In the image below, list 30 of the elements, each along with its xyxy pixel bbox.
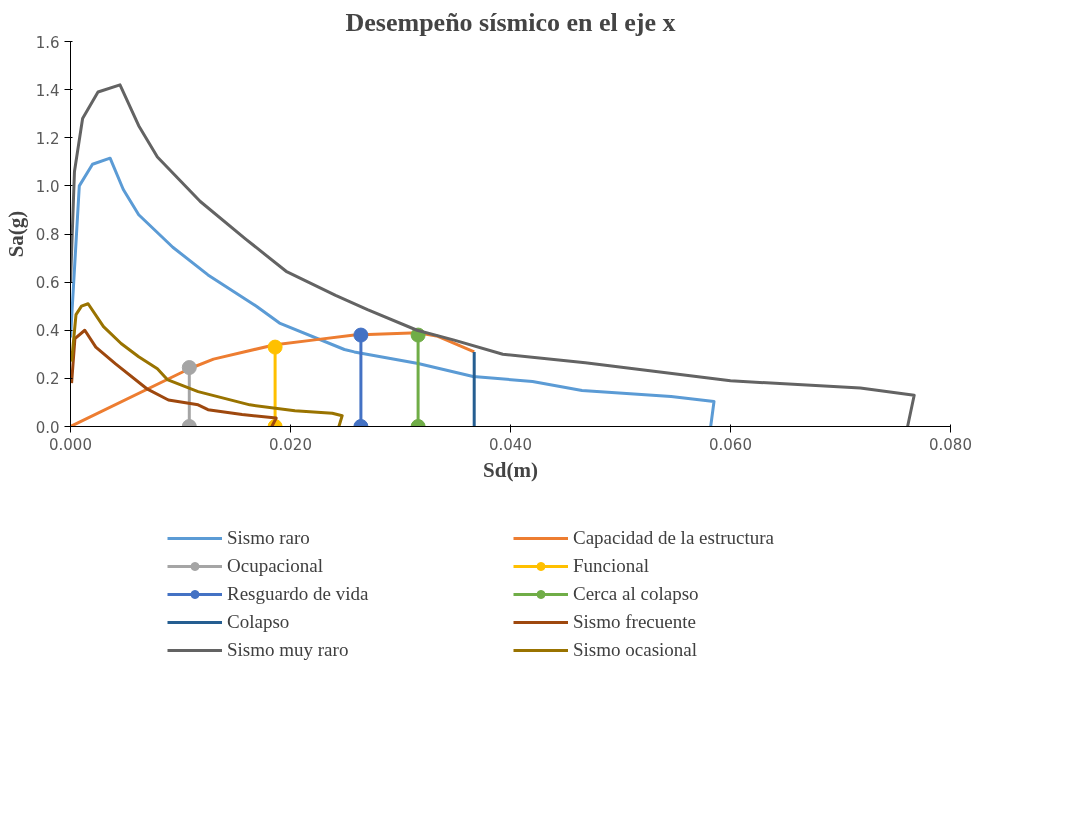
- y-axis-title: Sa(g): [3, 210, 28, 258]
- legend-label: Sismo frecuente: [573, 611, 697, 633]
- line-series: [70, 83, 916, 427]
- y-tick-label: 0.8: [35, 226, 60, 244]
- x-tick-label: 0.020: [269, 435, 312, 454]
- legend-label: Sismo ocasional: [573, 639, 699, 661]
- legend-label: Ocupacional: [227, 555, 324, 577]
- x-tick-label: 0.080: [929, 435, 972, 454]
- y-tick-label: 0.0: [35, 418, 60, 437]
- legend-label: Resguardo de vida: [227, 583, 370, 605]
- y-tick-label: 1.6: [35, 33, 60, 52]
- legend-label: Cerca al colapso: [573, 583, 700, 605]
- x-tick-label: 0.040: [489, 435, 532, 454]
- line-series: [70, 156, 716, 427]
- y-tick-label: 1.4: [35, 81, 60, 100]
- y-tick-label: 1.2: [35, 129, 60, 148]
- legend-label: Funcional: [573, 555, 650, 577]
- legend-label: Sismo muy raro: [227, 639, 350, 661]
- y-tick-label: 0.4: [35, 322, 60, 341]
- y-tick-label: 1.0: [35, 177, 60, 196]
- legend-label: Capacidad de la estructura: [573, 527, 775, 549]
- y-tick-label: 0.6: [35, 274, 60, 293]
- x-tick-label: 0.060: [709, 435, 752, 454]
- chart-title: Desempeño sísmico en el eje x: [345, 7, 676, 37]
- x-tick-label: 0.000: [49, 435, 92, 454]
- x-axis-title: Sd(m): [483, 457, 538, 482]
- legend-label: Sismo raro: [227, 527, 311, 549]
- y-tick-label: 0.2: [35, 370, 60, 389]
- legend-label: Colapso: [227, 611, 291, 633]
- line-series: [70, 302, 344, 427]
